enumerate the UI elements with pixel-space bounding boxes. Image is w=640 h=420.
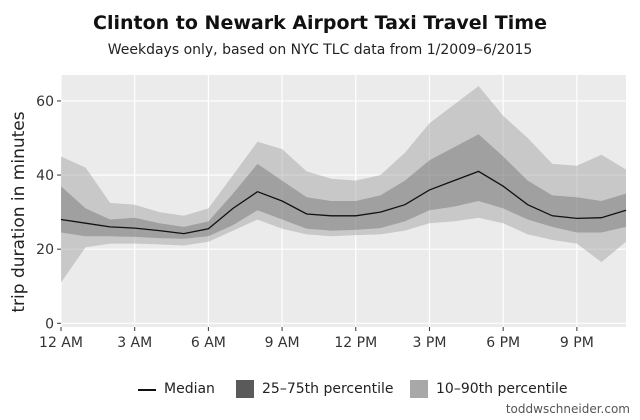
median-line bbox=[60, 170, 627, 235]
panel-background bbox=[61, 75, 626, 327]
percentile-bands bbox=[61, 86, 626, 283]
y-tick-label: 40 bbox=[36, 168, 54, 184]
legend-label-iqr: 25–75th percentile bbox=[262, 381, 394, 397]
band-10-90 bbox=[61, 86, 626, 283]
legend-item-iqr: 25–75th percentile bbox=[236, 380, 393, 398]
y-tick-label: 20 bbox=[36, 242, 54, 258]
legend-label-p10-90: 10–90th percentile bbox=[436, 381, 568, 397]
legend-swatch-p10-90 bbox=[410, 380, 428, 398]
x-tick-label: 12 AM bbox=[39, 335, 83, 351]
x-tick-label: 12 PM bbox=[334, 335, 377, 351]
y-axis-label: trip duration in minutes bbox=[9, 111, 29, 312]
chart-subtitle: Weekdays only, based on NYC TLC data fro… bbox=[107, 42, 533, 58]
axes: 0 20 40 60 12 AM 3 AM 6 AM 9 AM 12 PM 3 PM 6 PM 9 P… bbox=[36, 94, 594, 351]
legend-swatch-iqr bbox=[236, 380, 254, 398]
credit: toddwschneider.com bbox=[505, 402, 630, 416]
y-tick-label: 60 bbox=[36, 94, 54, 110]
x-tick-label: 9 PM bbox=[560, 335, 594, 351]
y-tick-label: 0 bbox=[45, 316, 54, 332]
legend-swatch-median bbox=[138, 380, 156, 398]
median-line-group bbox=[60, 170, 627, 235]
chart-title: Clinton to Newark Airport Taxi Travel Ti… bbox=[93, 12, 547, 34]
x-tick-label: 9 AM bbox=[265, 335, 300, 351]
legend-item-p10-90: 10–90th percentile bbox=[410, 380, 567, 398]
legend: Median 25–75th percentile 10–90th percen… bbox=[0, 380, 640, 402]
band-25-75 bbox=[61, 134, 626, 239]
chart-plot: 0 20 40 60 12 AM 3 AM 6 AM 9 AM 12 PM 3 PM 6 PM 9 P… bbox=[9, 75, 627, 351]
x-tick-label: 3 AM bbox=[117, 335, 152, 351]
x-tick-label: 3 PM bbox=[413, 335, 447, 351]
legend-label-median: Median bbox=[164, 381, 215, 397]
x-tick-label: 6 PM bbox=[486, 335, 520, 351]
legend-item-median: Median bbox=[138, 380, 215, 398]
x-tick-label: 6 AM bbox=[191, 335, 226, 351]
plot-panel bbox=[60, 75, 626, 327]
